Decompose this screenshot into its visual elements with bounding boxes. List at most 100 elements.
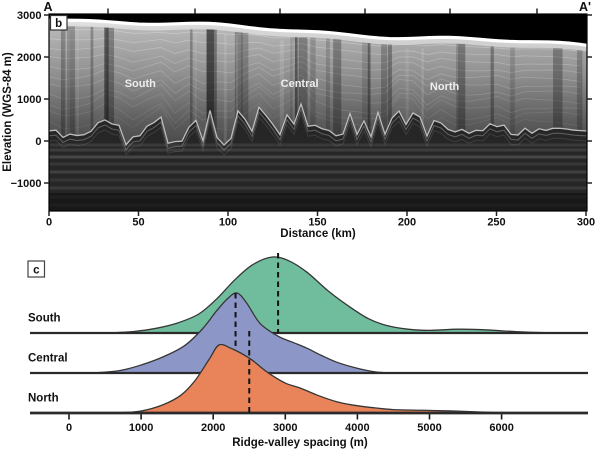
spacing-axis-tick-label: 1000 — [129, 422, 153, 434]
row-label-central: Central — [28, 353, 68, 365]
dark-vertical-streak — [576, 49, 583, 145]
dark-vertical-streak — [206, 29, 217, 145]
spacing-axis-tick-label: 0 — [66, 422, 72, 434]
bright-vertical-streak — [194, 33, 197, 143]
x-axis-tick-label: 250 — [487, 217, 505, 229]
spacing-axis-tick-label: 6000 — [489, 422, 513, 434]
x-axis-tick-label: 50 — [132, 217, 144, 229]
dark-vertical-streak — [490, 46, 494, 145]
panel-c: South Central North 0 1000 2000 3000 4000 5000 6… — [27, 253, 588, 449]
dark-vertical-streak — [294, 37, 298, 145]
panel-b-tag: b — [55, 18, 62, 30]
transect-end-label: A' — [579, 0, 591, 14]
dark-vertical-streak — [299, 37, 308, 145]
dark-vertical-streak — [388, 44, 392, 145]
ice-internal-layer — [49, 53, 582, 74]
radar-ice-body — [49, 20, 587, 145]
dark-vertical-streak — [290, 36, 300, 145]
bed-reflector — [48, 102, 588, 146]
dark-vertical-streak — [381, 44, 388, 145]
dark-vertical-streak — [310, 37, 316, 145]
region-label-north: North — [430, 81, 460, 93]
y-axis-tick-label: 1000 — [17, 94, 41, 106]
radargram-image — [48, 13, 588, 212]
region-label-south: South — [125, 78, 156, 90]
dark-vertical-streak — [367, 42, 371, 145]
dark-vertical-streak — [234, 31, 243, 145]
bright-vertical-streak — [76, 30, 79, 142]
spacing-axis-tick-label: 3000 — [273, 422, 297, 434]
row-label-north: North — [28, 393, 59, 405]
distribution-outline-north — [115, 343, 502, 414]
rock-deep-shading — [49, 193, 587, 211]
distribution-fill-central — [92, 292, 388, 373]
dark-vertical-streak — [456, 43, 466, 145]
dark-vertical-streak — [553, 48, 563, 145]
bed-reflector-echo-2 — [48, 112, 588, 156]
distribution-fill-north — [115, 344, 502, 413]
bright-vertical-streak — [223, 34, 227, 142]
dark-vertical-streak — [325, 38, 330, 145]
dark-vertical-streak — [333, 38, 342, 145]
bright-vertical-streak — [279, 40, 285, 143]
dark-vertical-streak — [90, 26, 94, 145]
panel-b-x-axis-label: Distance (km) — [280, 228, 356, 240]
dark-vertical-streak — [362, 42, 369, 145]
distribution-outline-south — [108, 256, 567, 334]
ice-internal-layer — [49, 37, 582, 60]
ice-internal-layer — [49, 66, 582, 90]
ice-internal-layer — [49, 73, 582, 97]
region-label-central: Central — [281, 78, 319, 90]
y-axis-tick-label: 3000 — [17, 10, 41, 22]
dark-vertical-streak — [60, 26, 66, 145]
panel-b-axes: 0 50 100 150 200 250 300 3000 2000 1000 0 −1000 — [11, 8, 595, 229]
ice-internal-layer — [49, 45, 582, 67]
dark-vertical-streak — [190, 29, 193, 145]
dark-vertical-streak — [510, 47, 515, 145]
transect-start-label: A — [43, 0, 52, 14]
distribution-fill-south — [108, 256, 567, 333]
x-axis-tick-label: 150 — [308, 217, 326, 229]
dark-vertical-streak — [206, 29, 214, 145]
ice-internal-layer — [49, 83, 582, 115]
dark-vertical-streak — [105, 27, 115, 145]
panel-b: A A' 0 50 100 150 200 250 300 3000 2000 1000 0 −100… — [2, 0, 595, 240]
panel-c-tag-box — [27, 260, 46, 278]
y-axis-tick-label: 2000 — [17, 52, 41, 64]
x-axis-tick-label: 300 — [577, 217, 595, 229]
ice-internal-layer — [49, 61, 582, 82]
dark-vertical-streak — [66, 26, 75, 145]
x-axis-tick-label: 200 — [398, 217, 416, 229]
x-axis-tick-label: 100 — [219, 217, 237, 229]
y-axis-tick-label: 0 — [35, 136, 41, 148]
radar-ice-texture — [49, 26, 583, 145]
y-axis-tick-label: −1000 — [11, 178, 42, 190]
panel-b-y-axis-label: Elevation (WGS-84 m) — [2, 52, 14, 172]
bed-reflector-echo — [48, 107, 588, 151]
spacing-axis-tick-label: 5000 — [417, 422, 441, 434]
ice-surface-reflector — [48, 18, 588, 47]
panel-c-x-axis-label: Ridge-valley spacing (m) — [232, 437, 368, 449]
ridgeline-plot: South Central North — [28, 253, 588, 415]
x-axis-tick-label: 0 — [46, 217, 52, 229]
dark-vertical-streak — [104, 27, 109, 145]
distribution-outline-central — [92, 292, 388, 374]
spacing-axis-tick-label: 4000 — [345, 422, 369, 434]
panel-b-tag-box — [49, 14, 68, 31]
spacing-axis-tick-label: 2000 — [201, 422, 225, 434]
panel-b-region-labels: South Central North — [125, 78, 460, 93]
ice-internal-layer — [49, 79, 582, 106]
ice-internal-layer — [49, 92, 582, 124]
bright-vertical-streak — [292, 40, 295, 143]
panel-c-axes: 0 1000 2000 3000 4000 5000 6000 — [66, 414, 514, 434]
ice-internal-layer — [49, 97, 582, 131]
panel-c-tag: c — [33, 264, 40, 276]
dark-vertical-streak — [457, 43, 466, 145]
bright-vertical-streak — [405, 48, 409, 142]
dark-vertical-streak — [241, 32, 249, 145]
row-label-south: South — [28, 313, 61, 325]
ice-internal-layer — [49, 28, 582, 52]
bright-vertical-streak — [236, 35, 238, 142]
